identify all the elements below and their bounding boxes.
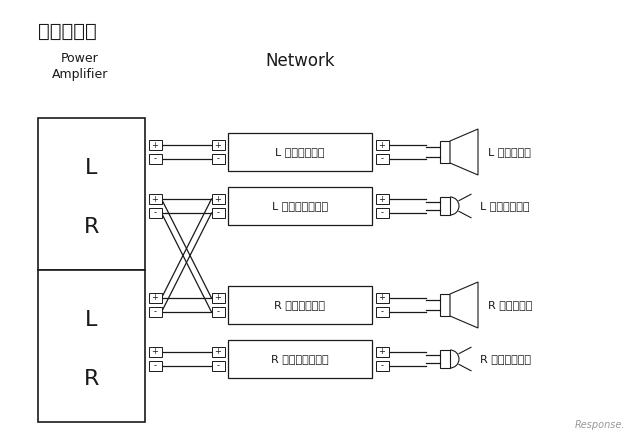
- Bar: [211, 194, 225, 204]
- Bar: [148, 293, 161, 303]
- Text: R: R: [84, 369, 99, 389]
- Bar: [211, 140, 225, 150]
- Bar: [148, 140, 161, 150]
- Text: +: +: [214, 293, 221, 303]
- Text: -: -: [216, 307, 220, 317]
- Bar: [38, 118, 145, 270]
- Text: -: -: [216, 361, 220, 371]
- Text: -: -: [154, 361, 157, 371]
- Text: +: +: [214, 141, 221, 149]
- Text: Response.: Response.: [575, 420, 625, 430]
- Text: L トゥイーター: L トゥイーター: [480, 201, 529, 211]
- Text: -: -: [381, 361, 383, 371]
- Bar: [440, 294, 450, 316]
- Bar: [148, 307, 161, 317]
- Text: -: -: [216, 208, 220, 218]
- Text: Amplifier: Amplifier: [52, 68, 108, 81]
- Bar: [376, 307, 388, 317]
- Bar: [38, 270, 145, 422]
- Text: R トゥイーター用: R トゥイーター用: [271, 354, 329, 364]
- Text: +: +: [214, 347, 221, 357]
- Bar: [440, 197, 450, 215]
- Text: -: -: [154, 208, 157, 218]
- Bar: [211, 208, 225, 218]
- Text: +: +: [152, 194, 159, 204]
- Text: R: R: [84, 217, 99, 237]
- Text: -: -: [381, 155, 383, 163]
- Text: Network: Network: [265, 52, 335, 70]
- Bar: [376, 154, 388, 164]
- Bar: [228, 133, 372, 171]
- Bar: [440, 141, 450, 163]
- Bar: [211, 361, 225, 371]
- Bar: [211, 293, 225, 303]
- Text: +: +: [379, 194, 385, 204]
- Bar: [228, 187, 372, 225]
- Bar: [228, 340, 372, 378]
- Text: R トゥイーター: R トゥイーター: [480, 354, 531, 364]
- Text: +: +: [379, 293, 385, 303]
- Text: -: -: [216, 155, 220, 163]
- Polygon shape: [450, 129, 478, 175]
- Bar: [148, 361, 161, 371]
- Text: +: +: [152, 141, 159, 149]
- Text: -: -: [154, 307, 157, 317]
- Bar: [148, 208, 161, 218]
- Text: L ウーファー用: L ウーファー用: [275, 147, 324, 157]
- Bar: [376, 140, 388, 150]
- Text: +: +: [379, 347, 385, 357]
- Text: L: L: [85, 310, 98, 330]
- Bar: [211, 307, 225, 317]
- Bar: [376, 194, 388, 204]
- Text: -: -: [154, 155, 157, 163]
- Text: R ウーファー: R ウーファー: [488, 300, 532, 310]
- Text: -: -: [381, 307, 383, 317]
- Text: +: +: [152, 293, 159, 303]
- Bar: [376, 293, 388, 303]
- Bar: [228, 286, 372, 324]
- Text: R ウーファー用: R ウーファー用: [275, 300, 326, 310]
- Bar: [148, 347, 161, 357]
- Bar: [376, 208, 388, 218]
- Bar: [148, 194, 161, 204]
- Bar: [211, 347, 225, 357]
- Text: L ウーファー: L ウーファー: [488, 147, 531, 157]
- Text: L: L: [85, 158, 98, 178]
- Text: +: +: [152, 347, 159, 357]
- Text: +: +: [379, 141, 385, 149]
- Bar: [440, 350, 450, 368]
- Bar: [376, 347, 388, 357]
- Text: L トゥイーター用: L トゥイーター用: [272, 201, 328, 211]
- Bar: [376, 361, 388, 371]
- Bar: [211, 154, 225, 164]
- Bar: [148, 154, 161, 164]
- Text: Power: Power: [61, 52, 99, 65]
- Text: バイアンプ: バイアンプ: [38, 22, 97, 41]
- Text: +: +: [214, 194, 221, 204]
- Text: -: -: [381, 208, 383, 218]
- Polygon shape: [450, 282, 478, 328]
